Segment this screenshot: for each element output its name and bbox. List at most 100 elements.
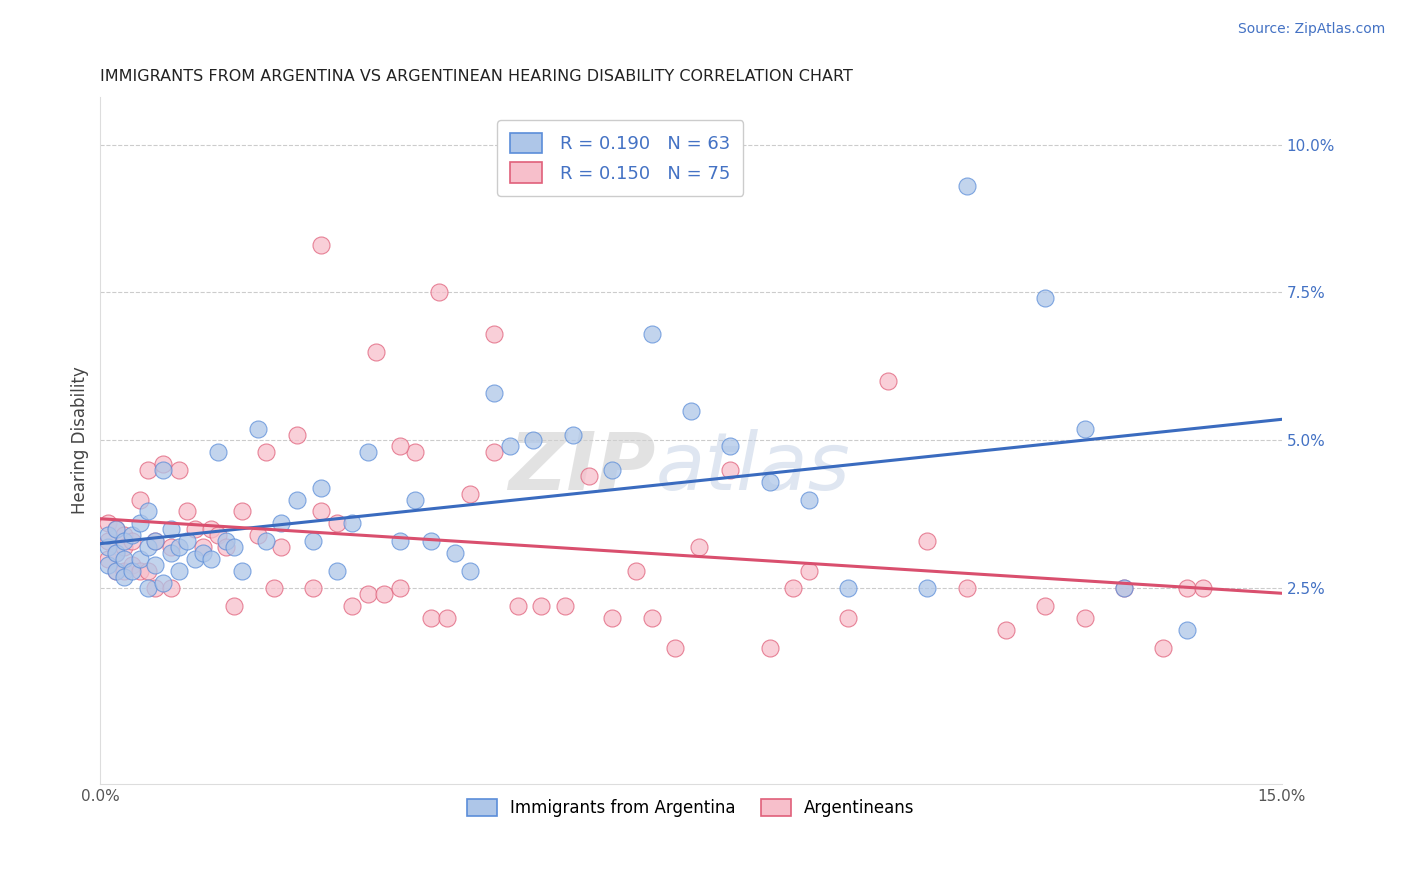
Point: [404, 445, 426, 459]
Point: [342, 516, 364, 531]
Point: [640, 326, 662, 341]
Point: [167, 540, 190, 554]
Point: [1175, 582, 1198, 596]
Point: [145, 558, 167, 572]
Point: [105, 522, 128, 536]
Point: [215, 540, 238, 554]
Point: [309, 238, 332, 252]
Point: [915, 582, 938, 596]
Text: Source: ZipAtlas.com: Source: ZipAtlas.com: [1237, 22, 1385, 37]
Point: [97, 540, 120, 554]
Point: [427, 285, 450, 300]
Point: [600, 611, 623, 625]
Text: IMMIGRANTS FROM ARGENTINA VS ARGENTINEAN HEARING DISABILITY CORRELATION CHART: IMMIGRANTS FROM ARGENTINA VS ARGENTINEAN…: [100, 69, 853, 84]
Point: [797, 492, 820, 507]
Point: [105, 546, 128, 560]
Point: [112, 534, 135, 549]
Point: [837, 582, 859, 596]
Point: [342, 599, 364, 614]
Point: [152, 457, 174, 471]
Point: [128, 492, 150, 507]
Point: [285, 492, 308, 507]
Point: [404, 492, 426, 507]
Point: [1033, 599, 1056, 614]
Point: [364, 344, 387, 359]
Point: [121, 534, 143, 549]
Point: [554, 599, 576, 614]
Point: [460, 487, 482, 501]
Point: [388, 582, 411, 596]
Point: [420, 534, 443, 549]
Point: [679, 404, 702, 418]
Point: [388, 439, 411, 453]
Point: [955, 582, 977, 596]
Point: [191, 546, 214, 560]
Point: [184, 522, 207, 536]
Point: [309, 504, 332, 518]
Point: [270, 516, 292, 531]
Point: [664, 640, 686, 655]
Point: [191, 540, 214, 554]
Point: [136, 463, 159, 477]
Point: [994, 623, 1017, 637]
Point: [207, 528, 229, 542]
Point: [105, 522, 128, 536]
Point: [420, 611, 443, 625]
Point: [97, 516, 120, 531]
Point: [112, 551, 135, 566]
Point: [128, 516, 150, 531]
Point: [357, 587, 380, 601]
Point: [145, 534, 167, 549]
Point: [373, 587, 395, 601]
Point: [302, 582, 325, 596]
Point: [1033, 292, 1056, 306]
Point: [325, 516, 347, 531]
Point: [482, 445, 505, 459]
Point: [246, 422, 269, 436]
Point: [231, 564, 253, 578]
Point: [482, 326, 505, 341]
Point: [797, 564, 820, 578]
Point: [561, 427, 583, 442]
Point: [254, 445, 277, 459]
Point: [758, 640, 780, 655]
Point: [600, 463, 623, 477]
Text: atlas: atlas: [655, 429, 851, 507]
Point: [152, 463, 174, 477]
Point: [136, 540, 159, 554]
Point: [105, 564, 128, 578]
Point: [460, 564, 482, 578]
Point: [112, 569, 135, 583]
Point: [160, 582, 183, 596]
Point: [246, 528, 269, 542]
Point: [530, 599, 553, 614]
Point: [388, 534, 411, 549]
Point: [1191, 582, 1213, 596]
Point: [224, 540, 246, 554]
Point: [167, 463, 190, 477]
Point: [176, 534, 198, 549]
Point: [443, 546, 465, 560]
Point: [915, 534, 938, 549]
Point: [1073, 422, 1095, 436]
Point: [263, 582, 285, 596]
Point: [136, 582, 159, 596]
Point: [105, 546, 128, 560]
Legend: Immigrants from Argentina, Argentineans: Immigrants from Argentina, Argentineans: [460, 792, 921, 823]
Point: [224, 599, 246, 614]
Point: [160, 540, 183, 554]
Point: [640, 611, 662, 625]
Point: [207, 445, 229, 459]
Point: [688, 540, 710, 554]
Point: [215, 534, 238, 549]
Point: [624, 564, 647, 578]
Point: [160, 522, 183, 536]
Point: [578, 469, 600, 483]
Point: [758, 475, 780, 489]
Point: [499, 439, 522, 453]
Point: [128, 564, 150, 578]
Point: [876, 374, 898, 388]
Point: [254, 534, 277, 549]
Point: [160, 546, 183, 560]
Point: [136, 504, 159, 518]
